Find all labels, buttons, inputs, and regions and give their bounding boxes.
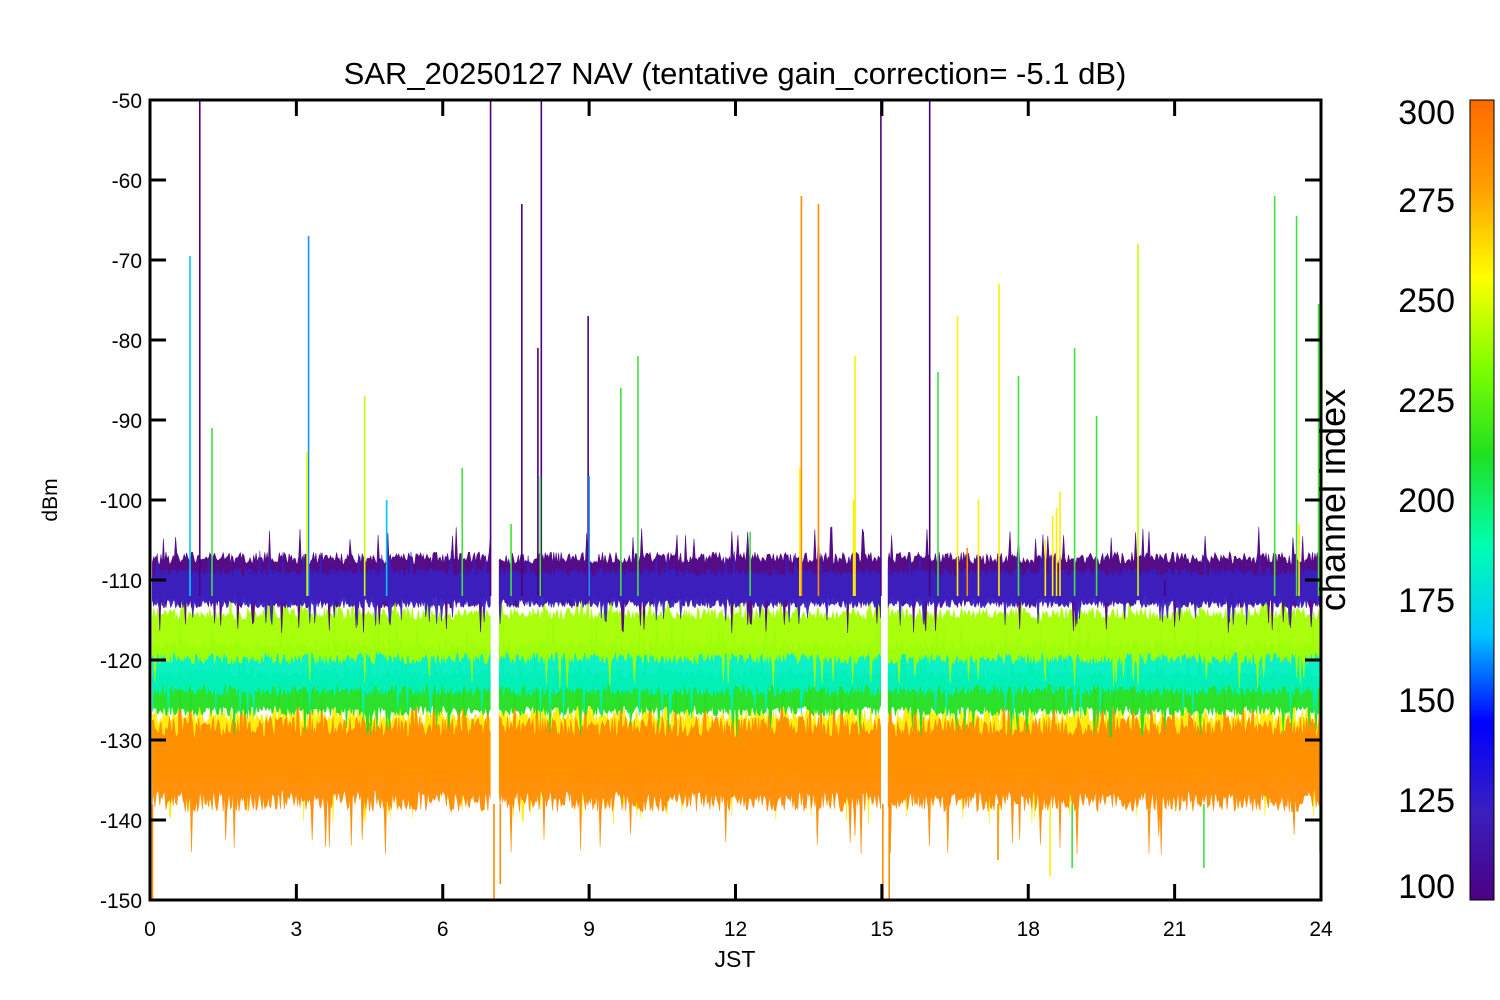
data-gap-0	[491, 100, 499, 900]
y-tick-label-7: -120	[100, 650, 142, 673]
y-tick-label-2: -70	[112, 250, 142, 273]
x-tick-label-3: 9	[583, 918, 595, 941]
y-tick-label-8: -130	[100, 730, 142, 753]
colorbar-label: channel index	[1312, 389, 1353, 611]
x-tick-label-1: 3	[291, 918, 303, 941]
x-tick-label-0: 0	[144, 918, 156, 941]
chart-title: SAR_20250127 NAV (tentative gain_correct…	[344, 56, 1127, 91]
y-tick-label-1: -60	[112, 170, 142, 193]
colorbar-tick-label-4: 200	[1398, 482, 1455, 520]
x-tick-label-6: 18	[1017, 918, 1040, 941]
colorbar-tick-label-1: 275	[1398, 182, 1455, 220]
colorbar-tick-label-5: 175	[1398, 582, 1455, 620]
noise-band-6-seg-0	[152, 677, 491, 855]
y-axis: -50 -60 -70 -80 -90 -100 -110 -120 -130 -140 -150	[100, 90, 1321, 913]
x-tick-label-8: 24	[1309, 918, 1333, 941]
noise-band-2-seg-1	[498, 583, 882, 689]
noise-band-1-seg-1	[498, 551, 882, 625]
noise-bands	[152, 526, 1321, 855]
colorbar-tick-label-6: 150	[1398, 682, 1455, 720]
x-axis-label: JST	[715, 946, 756, 972]
x-tick-label-5: 15	[870, 918, 893, 941]
colorbar-tick-label-0: 300	[1398, 94, 1455, 132]
noise-band-1-seg-0	[152, 550, 491, 626]
colorbar-tick-label-7: 125	[1398, 782, 1455, 820]
colorbar	[1469, 99, 1495, 901]
colorbar-tick-label-2: 250	[1398, 282, 1455, 320]
y-tick-label-4: -90	[112, 410, 142, 433]
y-tick-label-0: -50	[112, 90, 142, 113]
y-tick-label-10: -150	[100, 890, 142, 913]
data-gap-1	[881, 100, 888, 900]
colorbar-tick-label-3: 225	[1398, 382, 1455, 420]
y-tick-label-9: -140	[100, 810, 142, 833]
colorbar-tick-label-8: 100	[1398, 868, 1455, 906]
y-tick-label-3: -80	[112, 330, 142, 353]
data-gaps	[491, 100, 888, 900]
x-tick-label-2: 6	[437, 918, 449, 941]
colorbar-ticks: 300 275 250 225 200 175 150 125 100	[1398, 94, 1455, 906]
y-tick-label-6: -110	[102, 570, 142, 593]
y-axis-label: dBm	[39, 478, 62, 521]
x-tick-label-4: 12	[724, 918, 747, 941]
y-tick-label-5: -100	[100, 490, 142, 513]
x-axis: 0 3 6 9 12 15 18 21 24	[144, 100, 1333, 941]
noise-band-6-seg-1	[498, 674, 882, 854]
x-tick-label-7: 21	[1163, 918, 1186, 941]
